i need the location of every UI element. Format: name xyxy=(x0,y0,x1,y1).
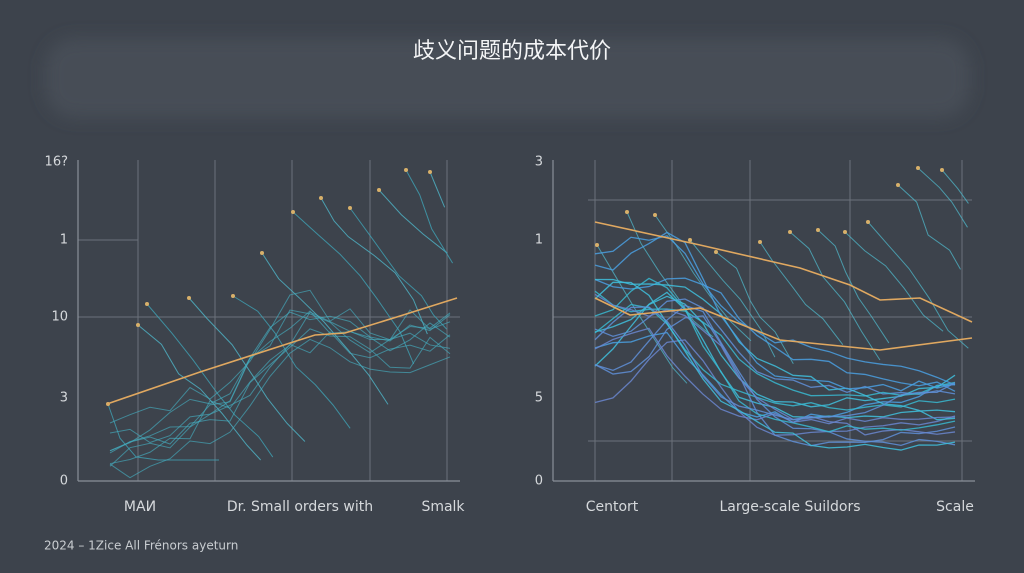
decor-line xyxy=(594,291,956,419)
decor-dot xyxy=(231,294,235,298)
decor-line xyxy=(429,171,446,208)
decor-dot xyxy=(428,170,432,174)
y-label: 3 xyxy=(535,155,543,170)
decor-line xyxy=(594,327,956,425)
decor-line xyxy=(261,252,389,405)
decor-line xyxy=(349,207,448,330)
decor-line xyxy=(817,229,890,344)
decor-dot xyxy=(653,213,657,217)
decor-dot xyxy=(377,188,381,192)
decor-dot xyxy=(187,296,191,300)
y-label: 1 xyxy=(60,233,68,248)
decor-line xyxy=(232,295,351,429)
decor-line xyxy=(292,211,415,365)
decor-line xyxy=(941,169,969,204)
decor-line xyxy=(594,290,956,397)
decor-line xyxy=(378,189,448,254)
decor-line xyxy=(594,235,956,386)
decor-dot xyxy=(625,210,629,214)
decor-line xyxy=(109,310,451,454)
x-label: Centort xyxy=(586,499,639,515)
y-label: 5 xyxy=(535,391,543,406)
decor-dot xyxy=(595,243,599,247)
x-label: Smalk xyxy=(421,499,465,515)
decor-dot xyxy=(260,251,264,255)
title-banner xyxy=(45,38,970,118)
decor-line xyxy=(594,281,956,451)
decor-line xyxy=(917,167,968,228)
decor-line xyxy=(109,311,451,452)
decor-dot xyxy=(916,166,920,170)
decor-dot xyxy=(843,230,847,234)
decor-dot xyxy=(788,230,792,234)
decor-line xyxy=(594,339,956,436)
decor-line xyxy=(594,231,956,392)
decor-line xyxy=(109,309,451,444)
decor-trend xyxy=(594,297,973,351)
decor-line xyxy=(137,324,262,461)
y-label: 10 xyxy=(51,310,68,325)
decor-line xyxy=(109,331,451,467)
decor-dot xyxy=(291,210,295,214)
title: 歧义问题的成本代价 xyxy=(413,39,611,64)
decor-dot xyxy=(758,240,762,244)
decor-dot xyxy=(714,250,718,254)
decor-dot xyxy=(348,206,352,210)
x-label: Large-scale Suildors xyxy=(719,499,860,515)
decor-line xyxy=(109,338,451,479)
decor-dot xyxy=(319,196,323,200)
decor-line xyxy=(594,278,956,421)
decor-dot xyxy=(896,183,900,187)
decor-line xyxy=(188,297,306,442)
decor-dot xyxy=(940,168,944,172)
decor-line xyxy=(107,403,220,461)
decor-dot xyxy=(688,238,692,242)
y-label: 16? xyxy=(45,155,68,170)
decor-dot xyxy=(145,302,149,306)
decor-line xyxy=(405,169,454,264)
decor-line xyxy=(897,184,961,270)
decor xyxy=(77,160,975,482)
y-label: 0 xyxy=(535,474,543,489)
decor-line xyxy=(867,221,969,349)
decor-line xyxy=(594,304,956,446)
decor-line xyxy=(109,311,451,465)
decor-line xyxy=(594,277,956,433)
footer: 2024 – 1Zice All Frénors ayeturn xyxy=(44,539,238,553)
y-label: 1 xyxy=(535,233,543,248)
decor-dot xyxy=(866,220,870,224)
decor-line xyxy=(715,251,794,365)
decor-line xyxy=(759,241,844,346)
decor-line xyxy=(109,289,451,424)
x-label: Scale xyxy=(936,499,974,515)
y-label: 0 xyxy=(60,474,68,489)
decor-dot xyxy=(136,323,140,327)
decor-trend xyxy=(594,221,973,323)
decor-line xyxy=(594,315,956,447)
decor-line xyxy=(594,295,956,408)
decor-line xyxy=(844,231,944,332)
decor-line xyxy=(320,197,428,335)
decor-dot xyxy=(404,168,408,172)
decor-line xyxy=(146,303,274,458)
decor-dot xyxy=(816,228,820,232)
decor-line xyxy=(596,244,688,384)
y-label: 3 xyxy=(60,391,68,406)
x-label: MAИ xyxy=(124,499,156,515)
decor-trend xyxy=(106,297,458,405)
decor-line xyxy=(789,231,881,361)
x-label: Dr. Small orders with xyxy=(227,499,373,515)
